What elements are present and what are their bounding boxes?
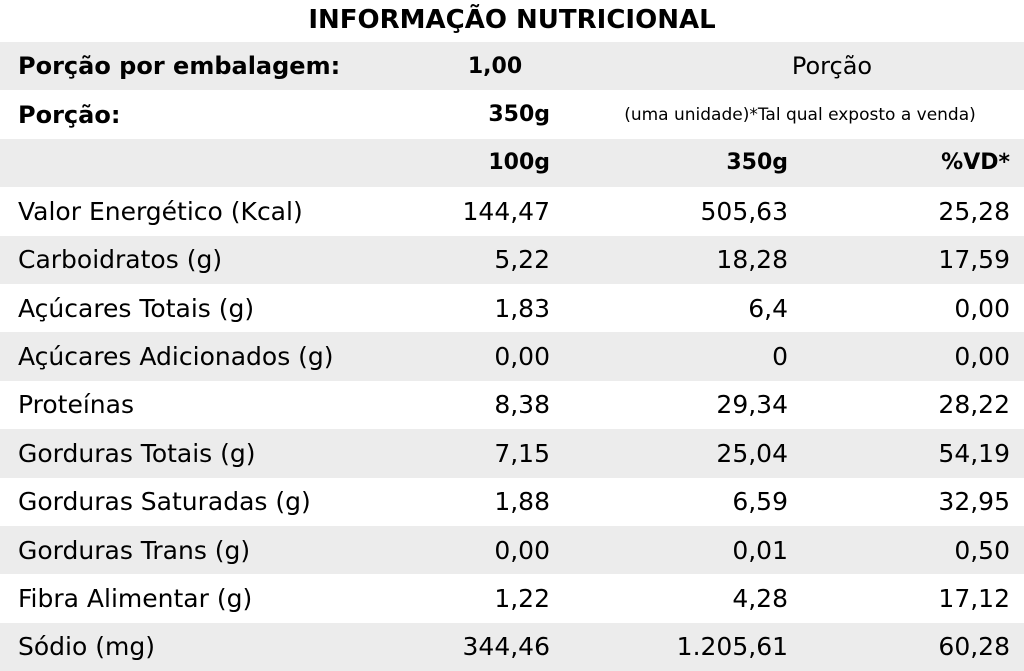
value-vd: 17,12 [938, 583, 1010, 613]
value-100g: 8,38 [494, 390, 550, 420]
value-vd: 0,50 [954, 535, 1010, 565]
portion-row: Porção: 350g (uma unidade)*Tal qual expo… [0, 90, 1024, 139]
servings-per-package-label: Porção por embalagem: [18, 52, 341, 81]
value-350g: 6,4 [748, 293, 788, 323]
value-100g: 0,00 [494, 535, 550, 565]
table-row: Açúcares Adicionados (g) 0,00 0 0,00 [0, 332, 1024, 381]
table-row: Açúcares Totais (g) 1,83 6,4 0,00 [0, 283, 1024, 333]
column-header-100g: 100g [488, 150, 550, 176]
nutrient-label: Açúcares Adicionados (g) [18, 342, 334, 372]
servings-per-package-value: 1,00 [467, 53, 523, 79]
servings-per-package-row: Porção por embalagem: 1,00 Porção [0, 42, 1024, 91]
value-100g: 1,83 [494, 293, 550, 323]
table-row: Gorduras Saturadas (g) 1,88 6,59 32,95 [0, 477, 1024, 526]
value-vd: 28,22 [938, 390, 1010, 420]
value-vd: 0,00 [954, 342, 1010, 372]
nutrient-label: Fibra Alimentar (g) [18, 583, 253, 613]
table-row: Valor Energético (Kcal) 144,47 505,63 25… [0, 187, 1024, 236]
value-vd: 0,00 [954, 293, 1010, 323]
nutrition-table: Porção por embalagem: 1,00 Porção Porção… [0, 42, 1024, 671]
portion-label: Porção: [18, 100, 121, 129]
table-row: Fibra Alimentar (g) 1,22 4,28 17,12 [0, 574, 1024, 623]
value-350g: 1.205,61 [676, 632, 788, 662]
value-350g: 4,28 [732, 583, 788, 613]
page-title: INFORMAÇÃO NUTRICIONAL [308, 5, 716, 35]
nutrient-label: Sódio (mg) [18, 632, 155, 662]
value-100g: 1,22 [494, 583, 550, 613]
nutrient-label: Gorduras Totais (g) [18, 438, 256, 468]
table-row: Sódio (mg) 344,46 1.205,61 60,28 [0, 622, 1024, 671]
table-row: Proteínas 8,38 29,34 28,22 [0, 380, 1024, 430]
value-100g: 0,00 [494, 342, 550, 372]
value-350g: 0,01 [732, 535, 788, 565]
nutrient-label: Açúcares Totais (g) [18, 293, 255, 323]
portion-note: (uma unidade)*Tal qual exposto a venda) [624, 104, 976, 125]
column-header-row: 100g 350g %VD* [0, 138, 1024, 188]
portion-value: 350g [488, 102, 550, 128]
value-350g: 18,28 [716, 245, 788, 275]
value-350g: 6,59 [732, 487, 788, 517]
value-350g: 29,34 [716, 390, 788, 420]
nutrient-label: Gorduras Trans (g) [18, 535, 251, 565]
portion-heading: Porção [791, 52, 873, 81]
value-100g: 5,22 [494, 245, 550, 275]
value-vd: 60,28 [938, 632, 1010, 662]
value-100g: 344,46 [462, 632, 550, 662]
value-350g: 505,63 [700, 196, 788, 226]
value-vd: 32,95 [938, 487, 1010, 517]
value-100g: 7,15 [494, 438, 550, 468]
value-vd: 17,59 [938, 245, 1010, 275]
value-vd: 54,19 [938, 438, 1010, 468]
nutrient-label: Gorduras Saturadas (g) [18, 487, 311, 517]
table-row: Gorduras Trans (g) 0,00 0,01 0,50 [0, 525, 1024, 575]
value-350g: 25,04 [716, 438, 788, 468]
table-row: Gorduras Totais (g) 7,15 25,04 54,19 [0, 429, 1024, 478]
nutrient-label: Carboidratos (g) [18, 245, 223, 275]
nutrient-label: Valor Energético (Kcal) [18, 196, 303, 226]
value-350g: 0 [772, 342, 788, 372]
value-vd: 25,28 [938, 196, 1010, 226]
value-100g: 144,47 [462, 196, 550, 226]
column-header-350g: 350g [726, 150, 788, 176]
column-header-vd: %VD* [941, 150, 1010, 176]
value-100g: 1,88 [494, 487, 550, 517]
table-row: Carboidratos (g) 5,22 18,28 17,59 [0, 235, 1024, 284]
nutrient-label: Proteínas [18, 390, 134, 420]
